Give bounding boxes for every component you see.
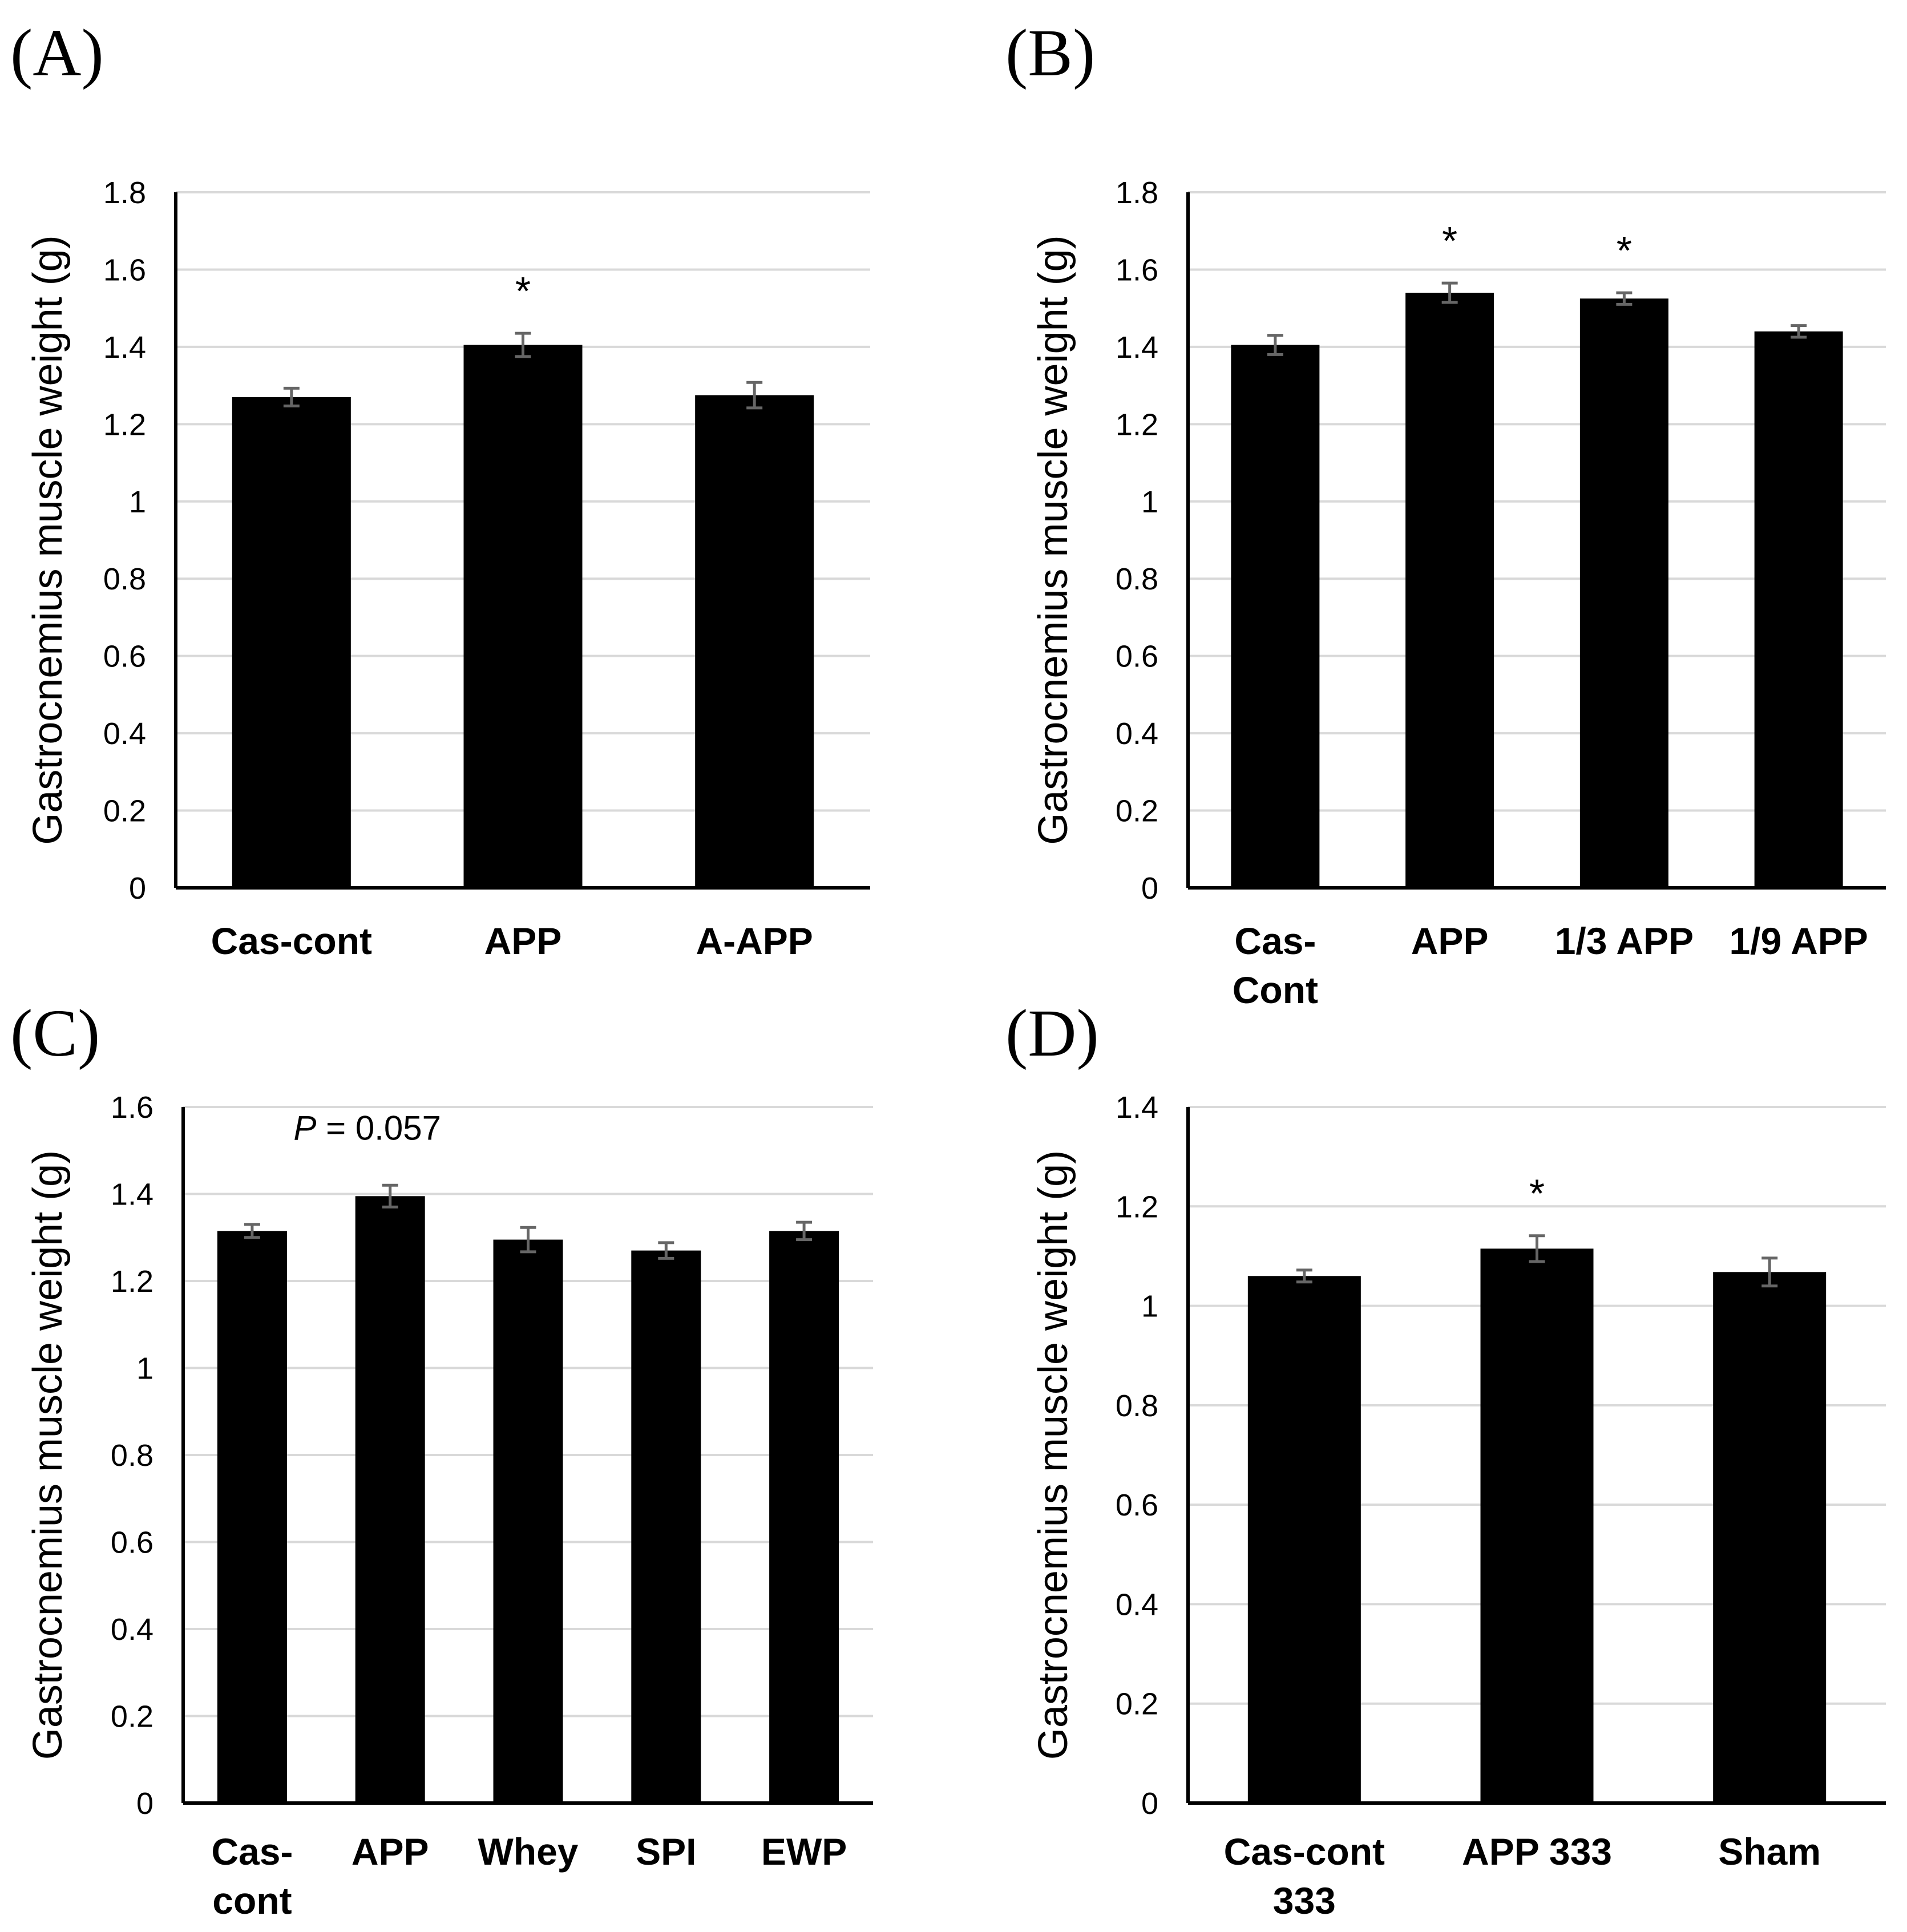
category-label: APP [1411, 920, 1489, 962]
y-axis-title: Gastrocnemius muscle weight (g) [1031, 1150, 1076, 1760]
y-tick-label: 1.2 [1116, 1190, 1158, 1224]
category-label: Sham [1718, 1830, 1821, 1873]
panel-label: (C) [10, 996, 100, 1070]
bar [1754, 331, 1843, 888]
y-tick-label: 1.4 [111, 1178, 153, 1212]
y-tick-label: 1.4 [103, 330, 146, 365]
y-tick-label: 0.4 [1116, 1587, 1158, 1622]
category-label: APP 333 [1462, 1830, 1612, 1873]
y-tick-label: 1.6 [111, 1090, 153, 1125]
y-axis-title: Gastrocnemius muscle weight (g) [1031, 235, 1076, 844]
category-label: Whey [478, 1830, 578, 1873]
bar [232, 397, 351, 888]
category-label: Cas-cont [211, 920, 372, 962]
y-tick-label: 1.2 [103, 407, 146, 442]
chart-panel-b: (B) 0 0.2 0.4 0.6 0.8 1 1.2 1.4 1.6 1.8 Gastrocnemi… [1005, 15, 1886, 1011]
y-axis-title: Gastrocnemius muscle weight (g) [25, 235, 71, 844]
bar [355, 1196, 425, 1803]
category-label: cont [212, 1880, 292, 1922]
y-tick-label: 0.6 [111, 1526, 153, 1560]
y-tick-label: 0.8 [111, 1438, 153, 1473]
y-tick-label: 0 [1141, 1787, 1158, 1821]
bar [1579, 298, 1668, 888]
category-label: APP [484, 920, 562, 962]
y-tick-label: 0.8 [1116, 1389, 1158, 1423]
y-tick-label: 0.4 [103, 717, 146, 751]
y-tick-label: 0.6 [103, 640, 146, 674]
category-label: APP [351, 1830, 429, 1873]
p-value-label: P = 0.057 [293, 1109, 441, 1147]
category-label: EWP [761, 1830, 847, 1873]
y-tick-label: 0.6 [1116, 640, 1158, 674]
y-tick-label: 0.2 [111, 1700, 153, 1734]
chart-panel-c: (C) 0 0.2 0.4 0.6 0.8 1 1.2 1.4 1.6 Gastrocnemius … [10, 996, 873, 1922]
bar [493, 1239, 563, 1803]
panel-label: (B) [1005, 15, 1095, 90]
y-tick-label: 0 [1141, 871, 1158, 906]
y-tick-label: 0.4 [111, 1612, 153, 1647]
category-label: Cas- [211, 1830, 293, 1873]
y-tick-label: 0 [129, 871, 146, 906]
significance-mark: * [1529, 1171, 1545, 1216]
y-tick-label: 0.2 [103, 794, 146, 828]
significance-mark: * [515, 269, 531, 313]
y-tick-label: 1.2 [111, 1264, 153, 1299]
y-tick-label: 1.2 [1116, 407, 1158, 442]
y-tick-label: 1 [136, 1352, 153, 1386]
bar [463, 345, 583, 888]
category-label: 1/3 APP [1555, 920, 1694, 962]
y-tick-label: 0.2 [1116, 1687, 1158, 1721]
chart-panel-a: (A) 0 0.2 0.4 0.6 0.8 1 1.2 1.4 1.6 1.8 Gastrocnemi… [10, 15, 870, 962]
category-label: 1/9 APP [1729, 920, 1868, 962]
category-label: Cont [1233, 969, 1318, 1011]
y-tick-label: 0.8 [1116, 562, 1158, 596]
bar [1231, 345, 1320, 888]
bar [1247, 1276, 1361, 1803]
category-label: SPI [636, 1830, 696, 1873]
bar [769, 1231, 839, 1803]
category-label: Cas- [1234, 920, 1316, 962]
y-tick-label: 1.8 [103, 176, 146, 210]
bar [1480, 1248, 1594, 1803]
bar [631, 1250, 701, 1803]
y-tick-label: 1.4 [1116, 330, 1158, 365]
y-tick-label: 1.8 [1116, 176, 1158, 210]
y-tick-label: 0.4 [1116, 717, 1158, 751]
panel-label: (A) [10, 15, 104, 90]
y-tick-label: 1 [1141, 1290, 1158, 1324]
category-label: 333 [1273, 1880, 1336, 1922]
panel-label: (D) [1005, 996, 1099, 1070]
y-tick-label: 0.8 [103, 562, 146, 596]
bar [1713, 1272, 1827, 1803]
y-tick-label: 1 [1141, 485, 1158, 519]
bar [217, 1231, 287, 1803]
category-label: A-APP [696, 920, 813, 962]
bar [1405, 293, 1494, 888]
chart-panel-d: (D) 0 0.2 0.4 0.6 0.8 1 1.2 1.4 Gastrocnemius mus… [1005, 996, 1886, 1922]
y-tick-label: 1.4 [1116, 1090, 1158, 1125]
y-tick-label: 0.6 [1116, 1488, 1158, 1522]
bar [695, 395, 814, 888]
significance-mark: * [1617, 228, 1632, 273]
y-tick-label: 0.2 [1116, 794, 1158, 828]
y-tick-label: 1 [129, 485, 146, 519]
category-label: Cas-cont [1224, 1830, 1385, 1873]
y-axis-title: Gastrocnemius muscle weight (g) [25, 1150, 71, 1760]
y-tick-label: 1.6 [103, 253, 146, 287]
y-tick-label: 1.6 [1116, 253, 1158, 287]
y-tick-label: 0 [136, 1787, 153, 1821]
significance-mark: * [1442, 219, 1457, 263]
